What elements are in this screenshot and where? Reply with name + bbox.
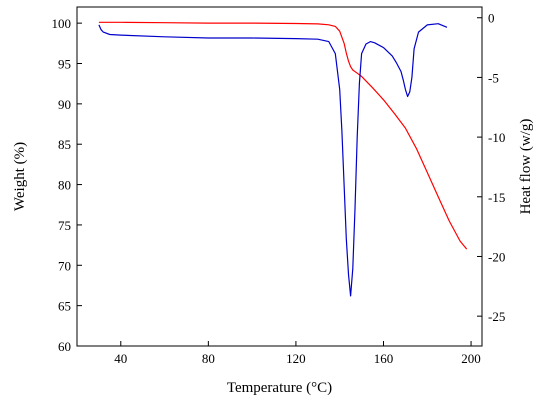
- y-left-tick-label: 90: [58, 97, 71, 112]
- y-left-tick-label: 75: [58, 218, 71, 233]
- x-tick-label: 40: [114, 351, 127, 366]
- y-right-tick-label: -25: [488, 309, 505, 324]
- y-right-tick-label: 0: [488, 11, 495, 26]
- axes: [76, 6, 483, 347]
- y-right-tick-label: -15: [488, 190, 505, 205]
- ticks: 40 80 120 160 200 60 65 70 75 80 85 90 95 100 0 -5 -10 -1…: [52, 11, 506, 366]
- weight-line: [98, 21, 468, 250]
- x-tick-label: 80: [202, 351, 215, 366]
- y-right-tick-label: -20: [488, 249, 505, 264]
- x-tick-label: 120: [286, 351, 306, 366]
- y-left-tick-label: 65: [58, 299, 71, 314]
- x-tick-label: 200: [461, 351, 481, 366]
- x-tick-label: 160: [374, 351, 394, 366]
- y-right-axis-title: Heat flow (w/g): [518, 119, 534, 215]
- y-left-tick-label: 60: [58, 339, 71, 354]
- series-group: [98, 21, 468, 297]
- y-left-tick-label: 80: [58, 178, 71, 193]
- y-right-tick-label: -5: [488, 70, 499, 85]
- plot-frame: [76, 6, 483, 347]
- y-right-tick-label: -10: [488, 130, 505, 145]
- x-axis-title: Temperature (°C): [227, 380, 332, 396]
- y-left-tick-label: 100: [52, 16, 72, 31]
- y-left-axis-title: Weight (%): [12, 142, 28, 211]
- heat-flow-line: [98, 23, 448, 297]
- y-left-tick-label: 70: [58, 258, 71, 273]
- y-left-tick-label: 95: [58, 57, 71, 72]
- y-left-tick-label: 85: [58, 137, 71, 152]
